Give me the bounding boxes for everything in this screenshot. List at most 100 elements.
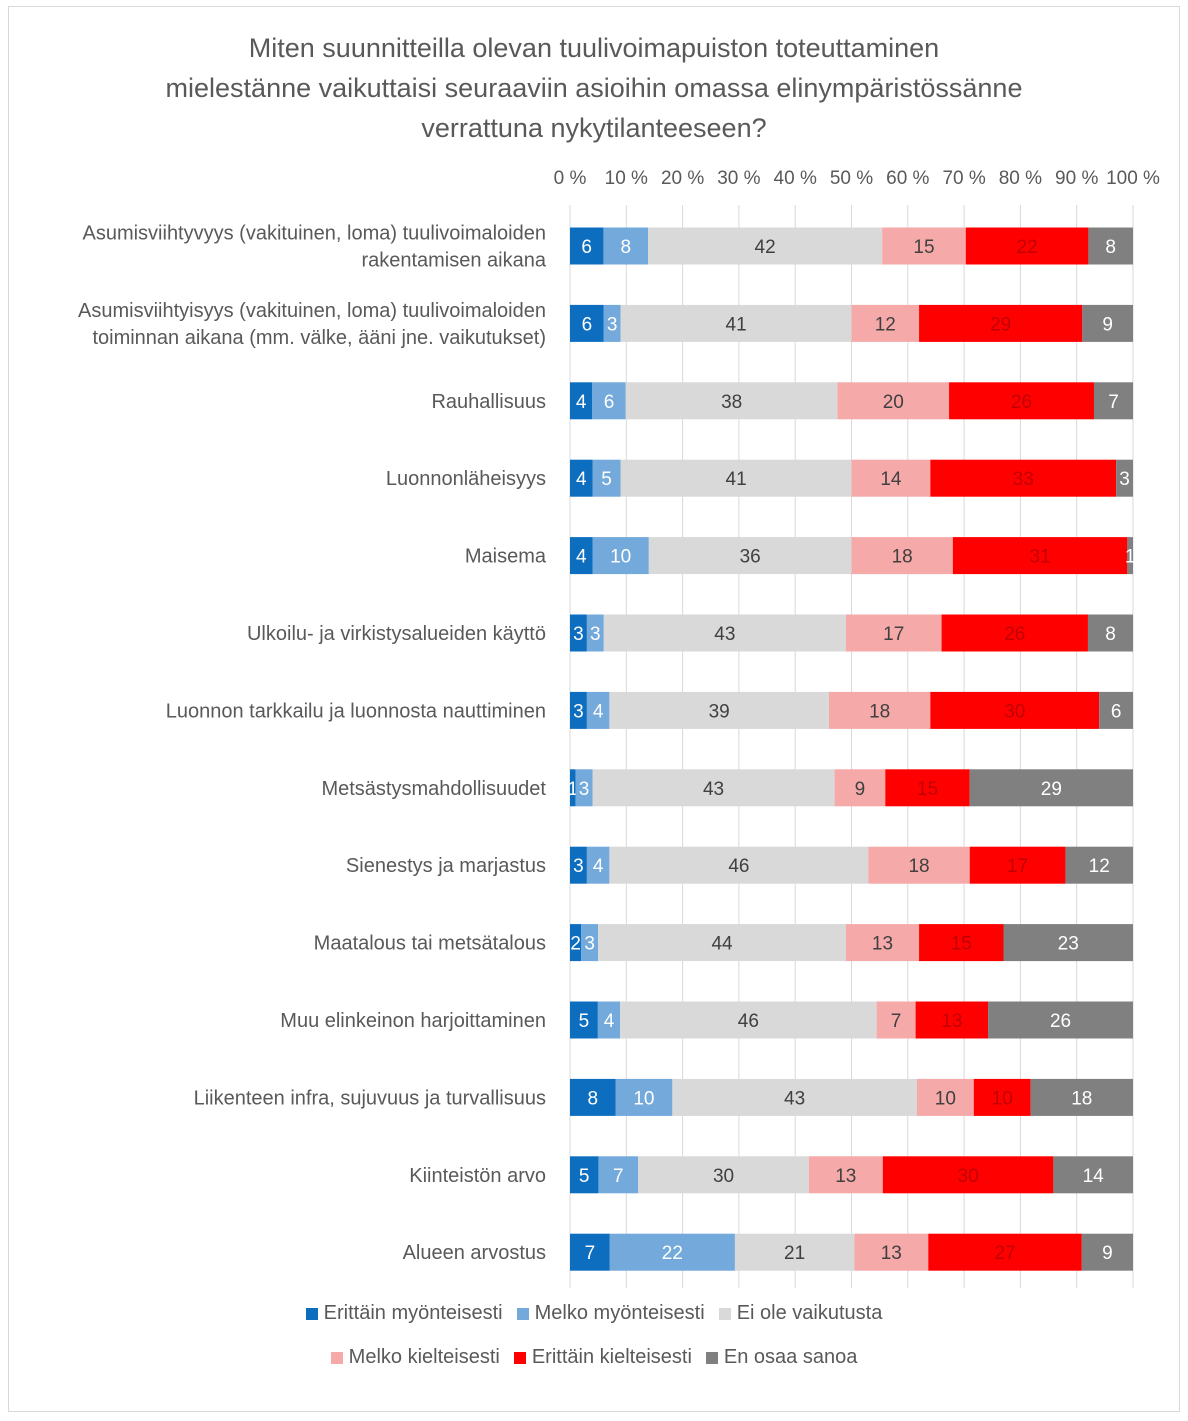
bar-segment <box>882 1156 1054 1194</box>
bar-segment <box>1127 537 1133 575</box>
data-label: 41 <box>726 469 747 490</box>
bar-segment <box>586 691 610 729</box>
data-label: 4 <box>593 701 604 722</box>
data-label: 30 <box>958 1166 979 1187</box>
bar-segment <box>949 382 1094 420</box>
bar-segment <box>598 924 846 962</box>
data-label: 4 <box>576 392 587 413</box>
x-tick-label: 90 % <box>1055 168 1098 189</box>
bar-segment <box>603 304 621 342</box>
bar-segment <box>570 1001 598 1039</box>
x-tick-label: 30 % <box>717 168 760 189</box>
legend-item: Melko kielteisesti <box>330 1346 500 1369</box>
legend-label: Melko kielteisesti <box>348 1346 500 1368</box>
bar-segment <box>1099 691 1133 729</box>
bar-segment <box>620 1001 877 1039</box>
bar-segment <box>609 1233 735 1271</box>
bar-segment <box>570 537 593 575</box>
data-label: 30 <box>1004 701 1025 722</box>
bar-segment <box>854 1233 929 1271</box>
bar-segment <box>851 304 920 342</box>
bar-segment <box>570 614 587 652</box>
data-label: 5 <box>601 469 612 490</box>
data-label: 22 <box>1017 237 1038 258</box>
bar-segment <box>969 769 1133 807</box>
data-label: 39 <box>709 701 730 722</box>
data-label: 3 <box>1119 469 1130 490</box>
x-tick-label: 20 % <box>661 168 704 189</box>
bar-segment <box>930 459 1117 497</box>
bar-segment <box>1053 1156 1133 1194</box>
category-label: Rauhallisuus <box>431 391 546 413</box>
bar-segment <box>598 1156 639 1194</box>
bar-segment <box>969 846 1066 884</box>
legend-label: Melko myönteisesti <box>534 1302 705 1324</box>
x-tick-label: 40 % <box>774 168 817 189</box>
data-label: 6 <box>582 314 593 335</box>
category-label: Metsästysmahdollisuudet <box>321 778 546 800</box>
data-label: 13 <box>941 1011 962 1032</box>
bar-segment <box>845 614 942 652</box>
legend-row-2: Melko kielteisesti Erittäin kielteisesti… <box>0 1346 1188 1369</box>
bar-segment <box>965 227 1089 265</box>
bar-segment <box>876 1001 916 1039</box>
data-label: 8 <box>620 237 631 258</box>
legend-item: Melko myönteisesti <box>516 1302 705 1325</box>
x-tick-label: 100 % <box>1106 168 1160 189</box>
data-label: 13 <box>872 934 893 955</box>
data-label: 3 <box>584 934 595 955</box>
data-label: 26 <box>1011 392 1032 413</box>
chart-title: Miten suunnitteilla olevan tuulivoimapui… <box>0 28 1188 148</box>
data-label: 36 <box>740 547 761 568</box>
data-label: 6 <box>1111 701 1122 722</box>
bar-segment <box>638 1156 809 1194</box>
bar-segment <box>952 537 1128 575</box>
data-label: 5 <box>579 1166 590 1187</box>
data-label: 43 <box>784 1088 805 1109</box>
data-label: 43 <box>714 624 735 645</box>
data-label: 3 <box>590 624 601 645</box>
legend-label: Ei ole vaikutusta <box>736 1302 883 1324</box>
category-label: Asumisviihtyvyys (vakituinen, loma) tuul… <box>82 223 546 245</box>
bar-segment <box>592 459 621 497</box>
legend-item: Erittäin kielteisesti <box>513 1346 692 1369</box>
category-label: Luonnonläheisyys <box>386 468 546 490</box>
bar-segment <box>988 1001 1133 1039</box>
chart-title-line-2: mielestänne vaikuttaisi seuraaviin asioi… <box>165 73 1023 103</box>
data-label: 8 <box>1105 237 1116 258</box>
data-label: 4 <box>604 1011 615 1032</box>
legend-swatch <box>705 1351 718 1364</box>
bar-segment <box>609 846 869 884</box>
data-label: 4 <box>576 547 587 568</box>
bar-segment <box>672 1078 917 1116</box>
data-label: 7 <box>613 1166 624 1187</box>
data-label: 22 <box>662 1243 683 1264</box>
bar-segment <box>620 304 852 342</box>
bar-segment <box>828 691 931 729</box>
x-tick-label: 0 % <box>554 168 587 189</box>
bar-segment <box>1087 614 1133 652</box>
data-label: 29 <box>1041 779 1062 800</box>
bar-segment <box>570 304 604 342</box>
bar-segment <box>575 769 593 807</box>
bar-segment <box>597 1001 621 1039</box>
legend-swatch <box>718 1307 731 1320</box>
bar-segment <box>648 227 883 265</box>
bar-segment <box>586 846 610 884</box>
data-label: 31 <box>1030 547 1051 568</box>
data-label: 29 <box>990 314 1011 335</box>
bar-segment <box>1081 1233 1133 1271</box>
data-label: 33 <box>1013 469 1034 490</box>
data-label: 14 <box>1083 1166 1105 1187</box>
bar-segment <box>570 691 587 729</box>
data-label: 3 <box>607 314 618 335</box>
data-label: 44 <box>711 934 733 955</box>
chart-title-line-3: verrattuna nykytilanteeseen? <box>421 113 767 143</box>
bar-segment <box>609 691 829 729</box>
bar-segment <box>930 691 1100 729</box>
legend-item: En osaa sanoa <box>705 1346 857 1369</box>
bar-segment <box>734 1233 855 1271</box>
legend-item: Ei ole vaikutusta <box>718 1302 883 1325</box>
chart-title-line-1: Miten suunnitteilla olevan tuulivoimapui… <box>248 33 940 63</box>
